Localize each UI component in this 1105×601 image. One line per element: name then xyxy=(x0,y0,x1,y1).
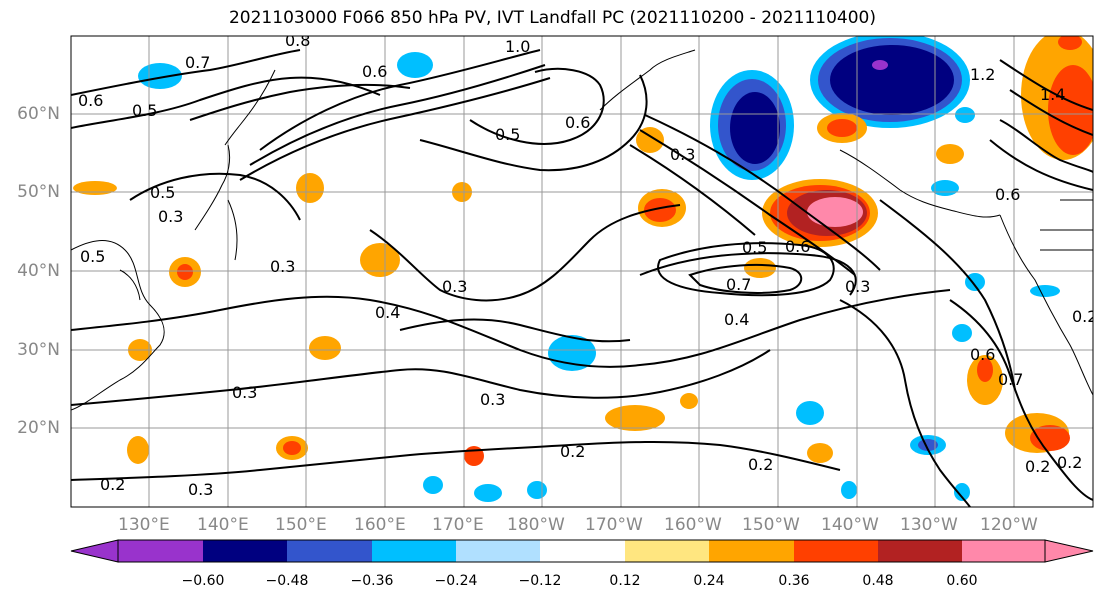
lon-label: 150°E xyxy=(275,515,327,535)
contour-label: 0.6 xyxy=(785,237,810,256)
lat-label: 50°N xyxy=(17,182,60,202)
contour-label: 0.2 xyxy=(1072,307,1097,326)
contour-label: 0.2 xyxy=(1025,457,1050,476)
lon-label: 130°W xyxy=(900,515,958,535)
lon-label: 150°W xyxy=(742,515,800,535)
contour-label: 0.3 xyxy=(232,383,257,402)
colorbar-tick-label: −0.48 xyxy=(265,573,309,589)
contour-label: 0.3 xyxy=(480,390,505,409)
contour-label: 0.2 xyxy=(560,442,585,461)
colorbar-cell xyxy=(203,540,287,562)
contour-label: 0.8 xyxy=(285,31,310,50)
colorbar-tick-label: 0.24 xyxy=(693,573,725,589)
lon-label: 170°W xyxy=(585,515,643,535)
contour-label: 0.3 xyxy=(158,207,183,226)
map-frame xyxy=(70,35,1094,508)
contour-label: 0.7 xyxy=(185,53,210,72)
colorbar-cell xyxy=(878,540,962,562)
contour-label: 0.6 xyxy=(78,91,103,110)
colorbar-tick-label: −0.36 xyxy=(350,573,394,589)
lon-label: 180°W xyxy=(507,515,565,535)
colorbar-extend-min xyxy=(70,539,119,563)
contour-label: 0.6 xyxy=(565,113,590,132)
contour-label: 0.7 xyxy=(998,370,1023,389)
colorbar-tick-label: 0.12 xyxy=(609,573,641,589)
colorbar-tick-label: −0.12 xyxy=(518,573,562,589)
colorbar-tick-label: 0.60 xyxy=(946,573,978,589)
shaded-anomalies xyxy=(73,36,1093,502)
contour-label: 0.6 xyxy=(362,62,387,81)
lat-label: 20°N xyxy=(17,418,60,438)
lat-label: 30°N xyxy=(17,340,60,360)
lon-label: 170°E xyxy=(432,515,484,535)
colorbar-cell xyxy=(962,540,1045,562)
colorbar-cell xyxy=(372,540,456,562)
contour-label: 0.5 xyxy=(132,101,157,120)
contour-label: 0.5 xyxy=(80,247,105,266)
contour-label: 0.3 xyxy=(188,480,213,499)
colorbar-tick-label: −0.60 xyxy=(181,573,225,589)
contour-label: 0.3 xyxy=(270,257,295,276)
contour-label: 0.2 xyxy=(100,475,125,494)
colorbar-tick-label: −0.24 xyxy=(434,573,478,589)
contour-label: 0.5 xyxy=(495,125,520,144)
map-title: 2021103000 F066 850 hPa PV, IVT Landfall… xyxy=(228,8,876,28)
contour-label: 0.6 xyxy=(970,345,995,364)
lon-label: 160°E xyxy=(354,515,406,535)
contour-label: 0.3 xyxy=(845,277,870,296)
colorbar-cell xyxy=(456,540,540,562)
lon-label: 140°E xyxy=(197,515,249,535)
contour-label: 0.7 xyxy=(726,275,751,294)
colorbar-extend-max xyxy=(1044,539,1094,563)
lat-label: 60°N xyxy=(17,104,60,124)
contour-label: 0.2 xyxy=(748,455,773,474)
lon-label: 130°E xyxy=(118,515,170,535)
lat-label: 40°N xyxy=(17,261,60,281)
contour-label: 0.4 xyxy=(375,303,400,322)
colorbar xyxy=(70,539,1094,563)
colorbar-cell xyxy=(540,540,625,562)
contour-label: 0.3 xyxy=(670,145,695,164)
lon-label: 160°W xyxy=(664,515,722,535)
contour-label: 1.0 xyxy=(505,37,530,56)
colorbar-tick-label: 0.48 xyxy=(862,573,894,589)
colorbar-cell xyxy=(287,540,372,562)
lon-label: 120°W xyxy=(980,515,1038,535)
contour-labels: 0.8 0.7 0.6 0.5 1.0 0.6 0.5 0.6 0.3 0.5 … xyxy=(78,31,1097,499)
contour-label: 1.4 xyxy=(1040,85,1065,104)
contour-label: 0.5 xyxy=(150,183,175,202)
contour-label: 0.5 xyxy=(742,238,767,257)
contour-label: 0.4 xyxy=(724,310,749,329)
lon-label: 140°W xyxy=(821,515,879,535)
colorbar-tick-label: 0.36 xyxy=(778,573,810,589)
contour-label: 0.2 xyxy=(1057,453,1082,472)
colorbar-cell xyxy=(118,540,203,562)
map-plot-area: 0.8 0.7 0.6 0.5 1.0 0.6 0.5 0.6 0.3 0.5 … xyxy=(71,31,1097,507)
contour-label: 0.6 xyxy=(995,185,1020,204)
colorbar-cell xyxy=(709,540,794,562)
coastlines xyxy=(71,49,1093,411)
contour-label: 0.3 xyxy=(442,277,467,296)
contours xyxy=(71,49,1093,507)
contour-label: 1.2 xyxy=(970,65,995,84)
colorbar-cell xyxy=(625,540,709,562)
colorbar-cell xyxy=(794,540,878,562)
